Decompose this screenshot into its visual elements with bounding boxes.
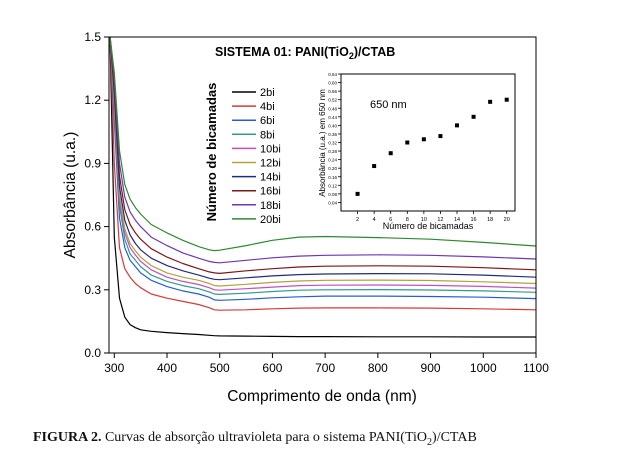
inset-data-point bbox=[471, 114, 476, 119]
x-tick-label: 900 bbox=[421, 361, 441, 375]
inset-x-tick-label: 2 bbox=[356, 217, 359, 223]
x-tick-label: 300 bbox=[104, 361, 124, 375]
y-tick-label: 0.9 bbox=[84, 156, 101, 170]
inset-x-tick-label: 12 bbox=[437, 217, 443, 223]
inset-plot-frame bbox=[340, 73, 516, 212]
inset-points bbox=[355, 97, 509, 196]
x-axis-label: Comprimento de onda (nm) bbox=[227, 388, 417, 405]
x-tick-label: 1100 bbox=[523, 361, 549, 375]
inset-x-axis-label: Número de bicamadas bbox=[383, 221, 474, 231]
inset-title: 650 nm bbox=[370, 99, 407, 111]
legend-label-14bi: 14bi bbox=[260, 172, 281, 184]
legend-label-20bi: 20bi bbox=[260, 214, 281, 226]
inset-y-tick-label: 0.32 bbox=[328, 141, 337, 146]
y-tick-label: 0.6 bbox=[84, 220, 101, 234]
legend-title: Número de bicamadas bbox=[204, 83, 219, 222]
legend-label-16bi: 16bi bbox=[260, 186, 281, 198]
legend-label-12bi: 12bi bbox=[260, 158, 281, 170]
legend-label-8bi: 8bi bbox=[260, 129, 275, 141]
x-tick-label: 600 bbox=[262, 361, 282, 375]
main-axes-ticks: 300 400 500 600 700 800 900 1000 1100 0.0 0.3 0.6 0.… bbox=[84, 30, 549, 375]
inset-x-tick-label: 4 bbox=[373, 217, 376, 223]
inset-y-tick-label: 0.44 bbox=[328, 115, 337, 120]
caption-suffix: )/CTAB bbox=[432, 430, 477, 445]
series-line-6bi bbox=[109, 36, 537, 301]
inset-data-point bbox=[438, 134, 443, 139]
caption-label: FIGURA 2. bbox=[33, 430, 102, 445]
inset-y-tick-label: 0.48 bbox=[328, 106, 337, 111]
y-tick-label: 1.5 bbox=[84, 30, 101, 44]
inset-chart: 2 4 6 8 10 12 14 16 18 20 0.04 0.08 0.12 0.16 0.20 0.24… bbox=[318, 72, 516, 231]
x-tick-label: 700 bbox=[315, 361, 335, 375]
main-chart: 300 400 500 600 700 800 900 1000 1100 0.0 0.3 0.6 0.… bbox=[62, 30, 549, 405]
series-line-18bi bbox=[109, 36, 537, 264]
x-tick-label: 400 bbox=[157, 361, 177, 375]
inset-x-tick-label: 20 bbox=[504, 217, 510, 223]
inset-x-tick-label: 6 bbox=[389, 217, 392, 223]
inset-x-tick-label: 8 bbox=[406, 217, 409, 223]
legend-label-6bi: 6bi bbox=[260, 115, 275, 127]
figure-caption: FIGURA 2. Curvas de absorção ultraviolet… bbox=[33, 430, 477, 448]
inset-y-tick-label: 0.12 bbox=[328, 183, 337, 188]
inset-y-axis-label: Absorbância (u.a.) em 650 nm bbox=[318, 89, 327, 197]
inset-y-tick-label: 0.52 bbox=[328, 98, 337, 103]
inset-y-tick-label: 0.28 bbox=[328, 149, 337, 154]
inset-y-tick-label: 0.16 bbox=[328, 175, 337, 180]
inset-y-tick-label: 0.40 bbox=[328, 123, 337, 128]
inset-data-point bbox=[388, 151, 393, 156]
inset-y-tick-label: 0.64 bbox=[328, 72, 337, 77]
inset-y-tick-label: 0.36 bbox=[328, 132, 337, 137]
legend-label-10bi: 10bi bbox=[260, 143, 281, 155]
main-plot-frame bbox=[108, 36, 537, 354]
main-chart-title: SISTEMA 01: PANI(TiO2)/CTAB bbox=[215, 45, 395, 61]
inset-y-tick-label: 0.20 bbox=[328, 166, 337, 171]
inset-x-tick-label: 16 bbox=[471, 217, 477, 223]
legend-label-2bi: 2bi bbox=[260, 87, 275, 99]
inset-x-tick-label: 14 bbox=[454, 217, 460, 223]
inset-x-tick-label: 10 bbox=[421, 217, 427, 223]
legend: Número de bicamadas 2bi 4bi 6bi 8bi 10bi 12bi… bbox=[204, 83, 281, 226]
inset-y-tick-label: 0.24 bbox=[328, 158, 337, 163]
y-tick-label: 0.3 bbox=[84, 283, 101, 297]
x-tick-label: 800 bbox=[368, 361, 388, 375]
inset-data-point bbox=[488, 99, 493, 104]
y-tick-label: 1.2 bbox=[84, 93, 101, 107]
inset-data-point bbox=[504, 97, 509, 102]
inset-y-tick-label: 0.08 bbox=[328, 192, 337, 197]
series-line-12bi bbox=[109, 36, 537, 287]
inset-data-point bbox=[455, 123, 459, 128]
series-line-14bi bbox=[109, 36, 537, 281]
series-line-8bi bbox=[109, 36, 537, 295]
x-tick-label: 1000 bbox=[470, 361, 497, 375]
legend-label-18bi: 18bi bbox=[260, 200, 281, 212]
inset-data-point bbox=[421, 137, 426, 142]
series-line-4bi bbox=[109, 36, 537, 311]
legend-label-4bi: 4bi bbox=[260, 101, 275, 113]
inset-y-tick-label: 0.60 bbox=[328, 81, 337, 86]
main-series-lines bbox=[109, 36, 537, 338]
inset-data-point bbox=[372, 164, 377, 169]
inset-data-point bbox=[405, 140, 410, 145]
series-line-2bi bbox=[109, 41, 536, 338]
y-tick-label: 0.0 bbox=[84, 346, 101, 360]
y-axis-label: Absorbância (u.a.) bbox=[62, 132, 79, 259]
inset-x-tick-label: 18 bbox=[487, 217, 493, 223]
series-line-20bi bbox=[109, 36, 537, 252]
series-line-10bi bbox=[109, 36, 537, 291]
series-line-16bi bbox=[109, 36, 537, 274]
inset-data-point bbox=[355, 191, 360, 196]
inset-axes-ticks: 2 4 6 8 10 12 14 16 18 20 0.04 0.08 0.12 0.16 0.20 0.24… bbox=[328, 72, 510, 223]
inset-y-tick-label: 0.56 bbox=[328, 89, 337, 94]
caption-subscript: 2 bbox=[427, 436, 433, 448]
inset-y-tick-label: 0.04 bbox=[328, 200, 337, 205]
x-tick-label: 500 bbox=[210, 361, 230, 375]
caption-text: Curvas de absorção ultravioleta para o s… bbox=[101, 430, 428, 445]
